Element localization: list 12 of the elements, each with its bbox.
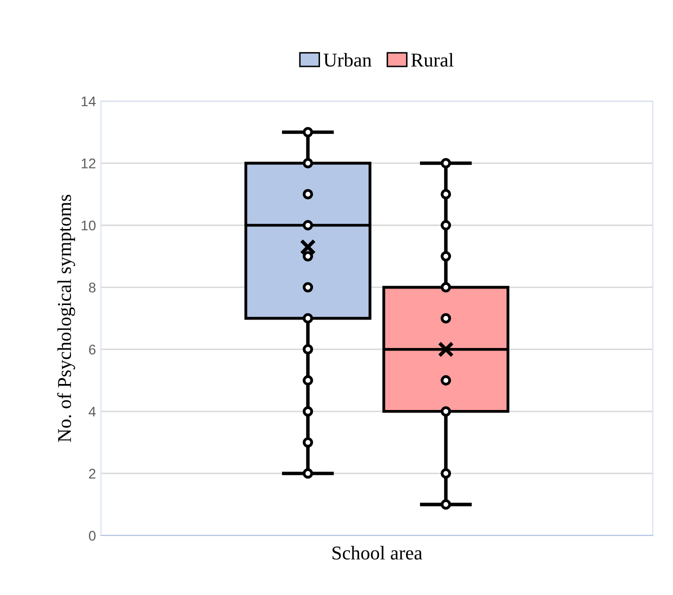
y-tick-label: 2 [89, 468, 96, 478]
y-tick-label: 0 [88, 530, 96, 541]
legend-label: Rural [411, 52, 454, 67]
legend-label: Urban [324, 52, 372, 67]
y-tick-label: 12 [82, 158, 96, 168]
y-tick-label: 8 [88, 282, 96, 292]
y-tick-label: 4 [88, 406, 96, 416]
y-tick-label: 10 [82, 220, 96, 230]
y-axis-title: No. of Psychological symptoms [57, 194, 76, 442]
y-tick-label: 6 [89, 344, 96, 355]
y-tick-label: 14 [82, 96, 96, 106]
x-axis-title: School area [332, 546, 422, 560]
